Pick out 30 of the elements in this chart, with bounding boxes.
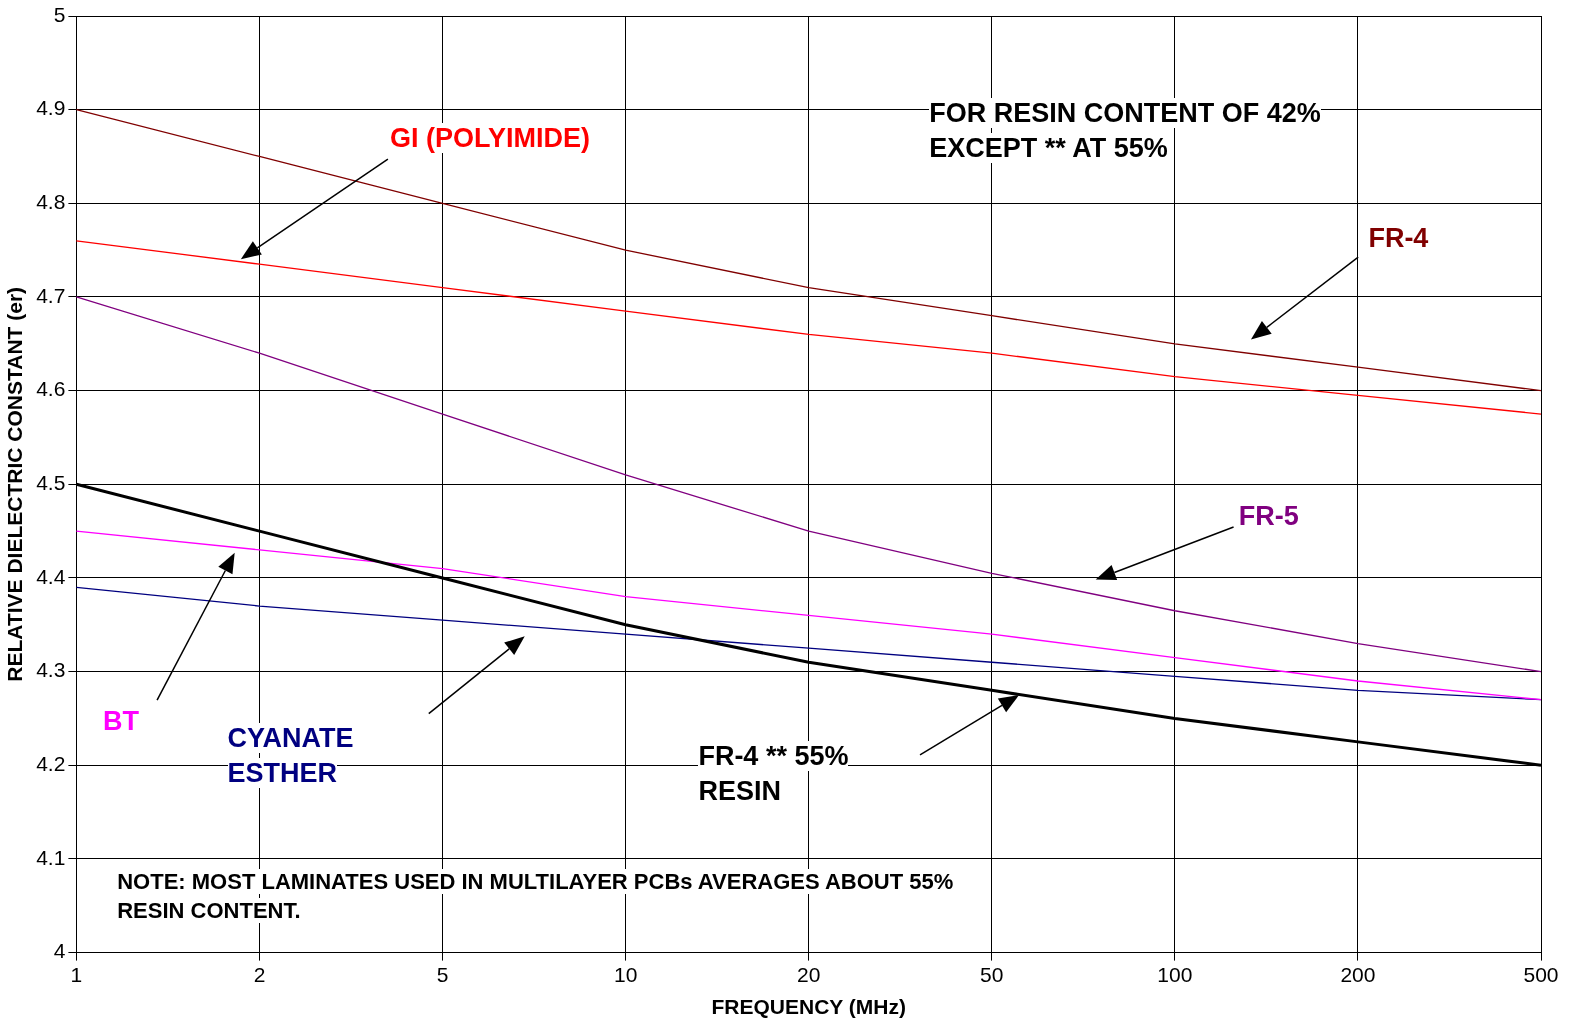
x-tick-label: 2	[253, 963, 266, 986]
x-tick-label: 500	[1523, 963, 1559, 986]
x-tick-label: 100	[1157, 963, 1193, 986]
y-tick-label: 4.1	[36, 845, 66, 869]
x-tick-label: 1	[70, 963, 83, 986]
x-tick-label: 10	[613, 963, 638, 986]
text: FR-5	[1238, 501, 1299, 532]
y-tick-label: 4.5	[36, 471, 66, 495]
x-tick-label: 20	[797, 963, 821, 986]
text: CYANATE ESTHER	[227, 722, 354, 788]
text: BT	[102, 706, 139, 737]
x-axis-title: FREQUENCY (MHz)	[711, 995, 906, 1019]
annotation: FOR RESIN CONTENT OF 42% EXCEPT ** AT 55%	[929, 98, 1321, 164]
y-tick-label: 4.4	[36, 564, 66, 588]
y-tick-label: 4.8	[36, 190, 66, 214]
x-tick-label: 50	[980, 963, 1004, 986]
y-tick-label: 4.9	[36, 96, 66, 120]
x-tick-label: 200	[1340, 963, 1376, 986]
y-axis-title: RELATIVE DIELECTRIC CONSTANT (er)	[3, 286, 27, 682]
y-tick-label: 4.6	[36, 377, 66, 401]
x-tick-label: 5	[436, 963, 449, 986]
annotation: NOTE: MOST LAMINATES USED IN MULTILAYER PCBs AVERAGES ABOUT 55% RESIN CONTENT.	[117, 869, 954, 923]
y-tick-label: 4	[53, 939, 66, 963]
text: GI (POLYIMIDE)	[389, 123, 590, 154]
y-tick-label: 5	[53, 2, 66, 26]
y-tick-label: 4.2	[36, 752, 66, 776]
y-tick-label: 4.7	[36, 283, 66, 307]
text: FR-4 ** 55% RESIN	[698, 741, 849, 807]
text: FR-4	[1368, 223, 1429, 254]
y-tick-label: 4.3	[36, 658, 66, 682]
